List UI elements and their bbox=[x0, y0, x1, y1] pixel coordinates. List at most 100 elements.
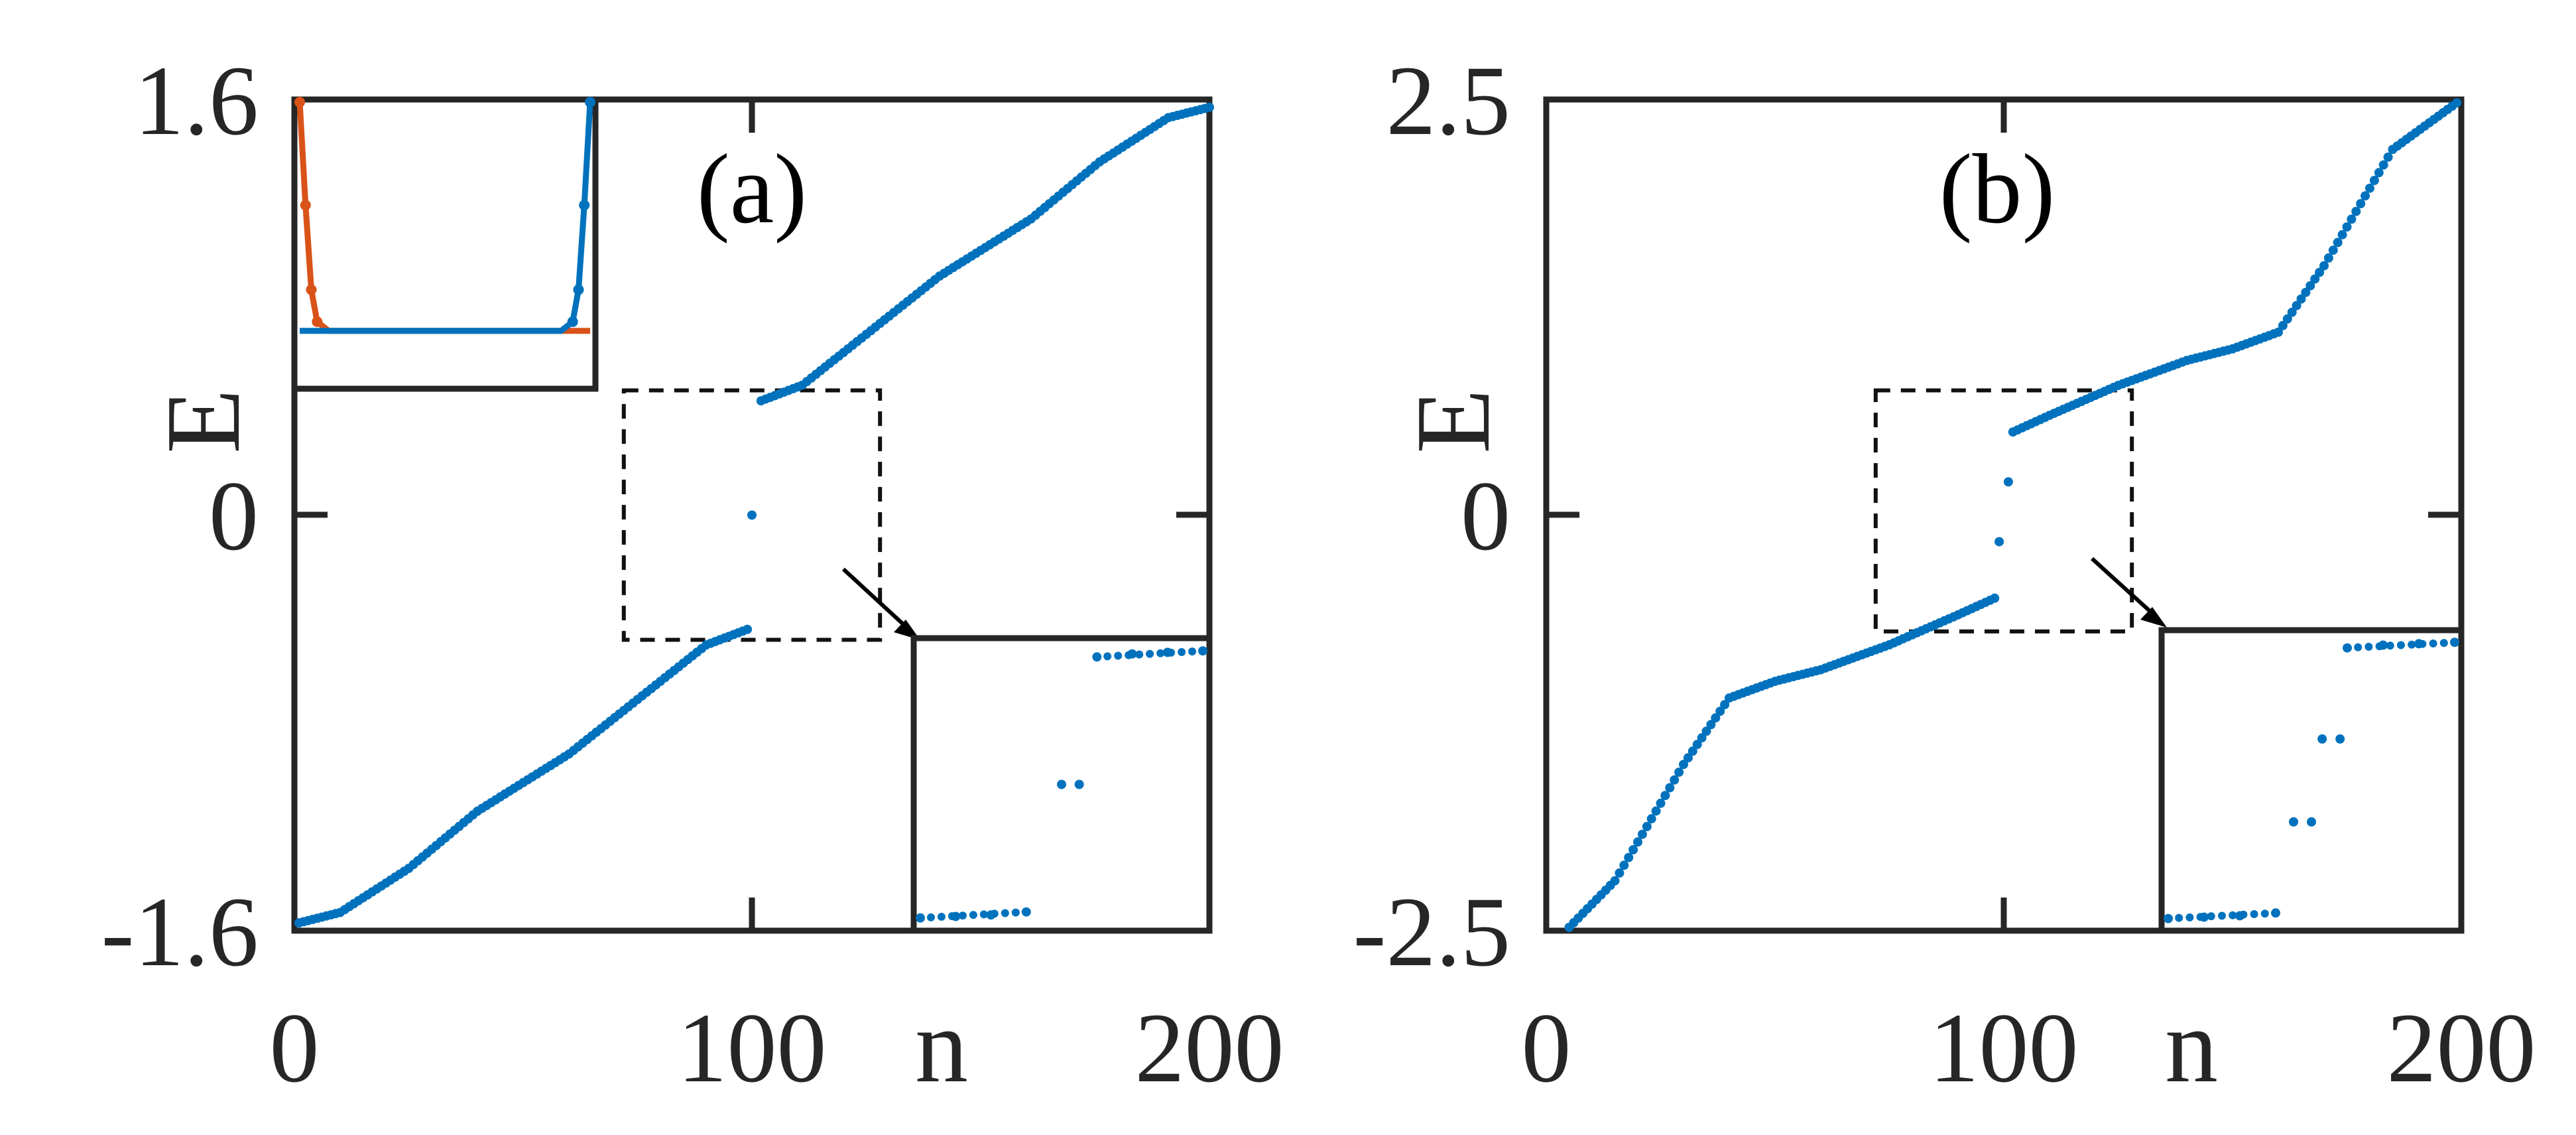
zoom-inset-point bbox=[1093, 653, 1101, 661]
spectrum-point bbox=[2282, 314, 2292, 324]
spectrum-point bbox=[2274, 327, 2283, 337]
panel-a-zoom-region bbox=[621, 388, 883, 642]
spectrum-point bbox=[2292, 300, 2301, 310]
panel-b-zoom-inset bbox=[2164, 637, 2459, 923]
zoom-inset-point bbox=[2364, 643, 2373, 651]
spectrum-point bbox=[1205, 102, 1214, 112]
panel-a-ytick-label-mid: 0 bbox=[209, 461, 259, 571]
zoom-inset-point bbox=[1135, 650, 1144, 659]
spectrum-point bbox=[2278, 320, 2288, 330]
spectrum-point bbox=[2337, 230, 2347, 239]
zoom-inset-point bbox=[1199, 647, 1207, 655]
panel-a: 1.6 0 -1.6 0 100 200 n E (a) bbox=[101, 46, 1284, 1104]
panel-a-arrow bbox=[841, 567, 912, 632]
zoom-inset-point bbox=[958, 911, 967, 920]
spectrum-point bbox=[1701, 726, 1711, 736]
spectrum-point bbox=[1637, 829, 1647, 839]
panel-b-arrowhead bbox=[2140, 607, 2167, 628]
zoom-inset-point bbox=[2317, 734, 2327, 744]
zoom-inset-point bbox=[2386, 641, 2394, 650]
zero-mode-point bbox=[747, 510, 757, 520]
spectrum-point bbox=[1670, 775, 1680, 785]
spectrum-point bbox=[1651, 806, 1661, 816]
panel-a-xtick-label-0: 0 bbox=[270, 993, 320, 1103]
spectrum-point bbox=[2452, 98, 2462, 107]
spectrum-point bbox=[2310, 274, 2320, 284]
zoom-inset-point bbox=[969, 911, 977, 919]
zero-mode-point bbox=[2003, 477, 2013, 487]
spectrum-point bbox=[1665, 783, 1675, 793]
zoom-inset-point bbox=[2250, 910, 2258, 918]
panel-b-xlabel: n bbox=[2165, 986, 2218, 1104]
panel-b: 2.5 0 -2.5 0 100 200 n E (b) bbox=[1353, 46, 2536, 1104]
zero-mode-point bbox=[1994, 537, 2004, 547]
spectrum-point bbox=[1711, 713, 1721, 723]
spectrum-point bbox=[2305, 281, 2315, 291]
spectrum-point bbox=[1633, 837, 1642, 847]
zoom-inset-point bbox=[1178, 648, 1186, 656]
spectrum-point bbox=[2287, 307, 2297, 317]
spectrum-point bbox=[1674, 768, 1684, 777]
spectrum-point bbox=[1646, 814, 1656, 824]
zoom-inset-point bbox=[1011, 908, 1020, 917]
zoom-inset-point bbox=[1188, 647, 1196, 656]
spectrum-point bbox=[743, 624, 753, 634]
zoom-inset-point bbox=[979, 910, 988, 919]
panel-b-ytick-label-mid: 0 bbox=[1461, 461, 1510, 571]
spectrum-point bbox=[1615, 868, 1625, 878]
panel-b-ytick-label-top: 2.5 bbox=[1386, 46, 1511, 156]
panel-b-arrow bbox=[2090, 557, 2158, 619]
zoom-inset-point bbox=[2439, 639, 2448, 647]
zoom-inset-point bbox=[2229, 911, 2237, 919]
zoom-inset-point bbox=[1074, 779, 1084, 789]
spectrum-point bbox=[2319, 261, 2329, 271]
spectrum-point bbox=[1679, 760, 1688, 769]
panel-a-spectrum bbox=[294, 102, 1214, 928]
panel-b-xtick-label-100: 100 bbox=[1930, 993, 2079, 1103]
panel-b-xtick-label-200: 200 bbox=[2387, 993, 2536, 1103]
spectrum-point bbox=[1660, 791, 1670, 801]
spectrum-point bbox=[1628, 845, 1638, 854]
zoom-inset-point bbox=[948, 912, 956, 921]
spectrum-point bbox=[2383, 152, 2393, 162]
panel-b-xtick-label-0: 0 bbox=[1522, 993, 1571, 1103]
spectrum-point bbox=[1692, 740, 1702, 750]
zoom-inset-point bbox=[916, 913, 924, 922]
zoom-inset-point bbox=[1156, 649, 1165, 657]
spectrum-point bbox=[2333, 237, 2343, 247]
spectrum-point bbox=[2328, 245, 2338, 255]
panel-b-spectrum bbox=[1564, 98, 2462, 932]
panel-a-xlabel: n bbox=[915, 986, 968, 1104]
zoom-inset-point bbox=[2260, 909, 2269, 918]
spectrum-point bbox=[1642, 822, 1652, 831]
panel-a-ytick-label-bottom: -1.6 bbox=[101, 877, 259, 987]
spectrum-point bbox=[1720, 700, 1730, 710]
eigenstate-curve-orange bbox=[296, 101, 590, 334]
spectrum-point bbox=[2351, 206, 2361, 216]
eigenstate-point-orange bbox=[312, 316, 323, 327]
spectrum-point bbox=[2365, 183, 2374, 193]
zoom-inset-point bbox=[2272, 909, 2280, 917]
eigenstate-point-blue bbox=[579, 200, 590, 211]
spectrum-point bbox=[2356, 199, 2366, 208]
zoom-inset-point bbox=[2218, 911, 2226, 920]
zoom-inset-point bbox=[1114, 651, 1123, 660]
spectrum-point bbox=[1619, 860, 1629, 870]
zoom-inset-point bbox=[2175, 913, 2183, 922]
panel-b-ylabel: E bbox=[1394, 389, 1512, 454]
spectrum-point bbox=[2315, 267, 2325, 277]
zoom-inset-point bbox=[1146, 649, 1154, 658]
spectrum-point bbox=[2374, 168, 2384, 178]
zoom-inset-point bbox=[2185, 913, 2194, 921]
zoom-inset-point bbox=[2196, 913, 2205, 921]
eigenstate-point-orange bbox=[306, 284, 317, 295]
panel-a-ytick-label-top: 1.6 bbox=[135, 46, 259, 156]
zoom-inset-point bbox=[2307, 817, 2316, 827]
zoom-inset-point bbox=[1001, 909, 1009, 917]
zoom-inset-point bbox=[1022, 907, 1030, 916]
spectrum-point bbox=[2342, 222, 2352, 232]
eigenstate-point-orange bbox=[300, 200, 311, 211]
zoom-inset-point bbox=[2207, 912, 2215, 921]
spectrum-point bbox=[1715, 706, 1725, 716]
